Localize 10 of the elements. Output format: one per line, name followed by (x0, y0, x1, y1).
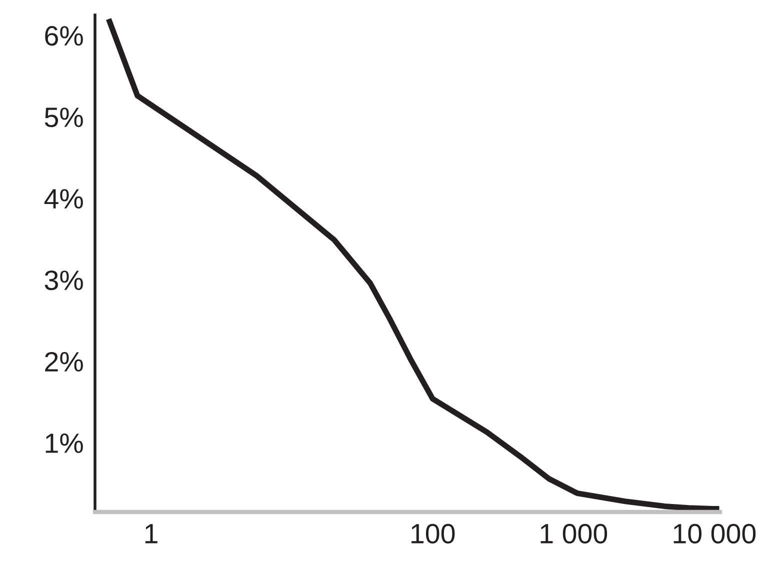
y-tick-label: 1% (46, 434, 83, 453)
x-tick-label: 10 000 (674, 524, 756, 544)
y-tick-label: 5% (44, 108, 83, 128)
x-tick-label: 1 000 (540, 524, 608, 544)
y-tick-label: 4% (44, 189, 83, 209)
x-tick-label: 1 (145, 524, 158, 544)
y-tick-label: 3% (44, 270, 83, 290)
y-tick-label: 6% (45, 26, 83, 46)
y-tick-label: 2% (45, 352, 83, 372)
x-tick-label: 100 (412, 524, 455, 544)
